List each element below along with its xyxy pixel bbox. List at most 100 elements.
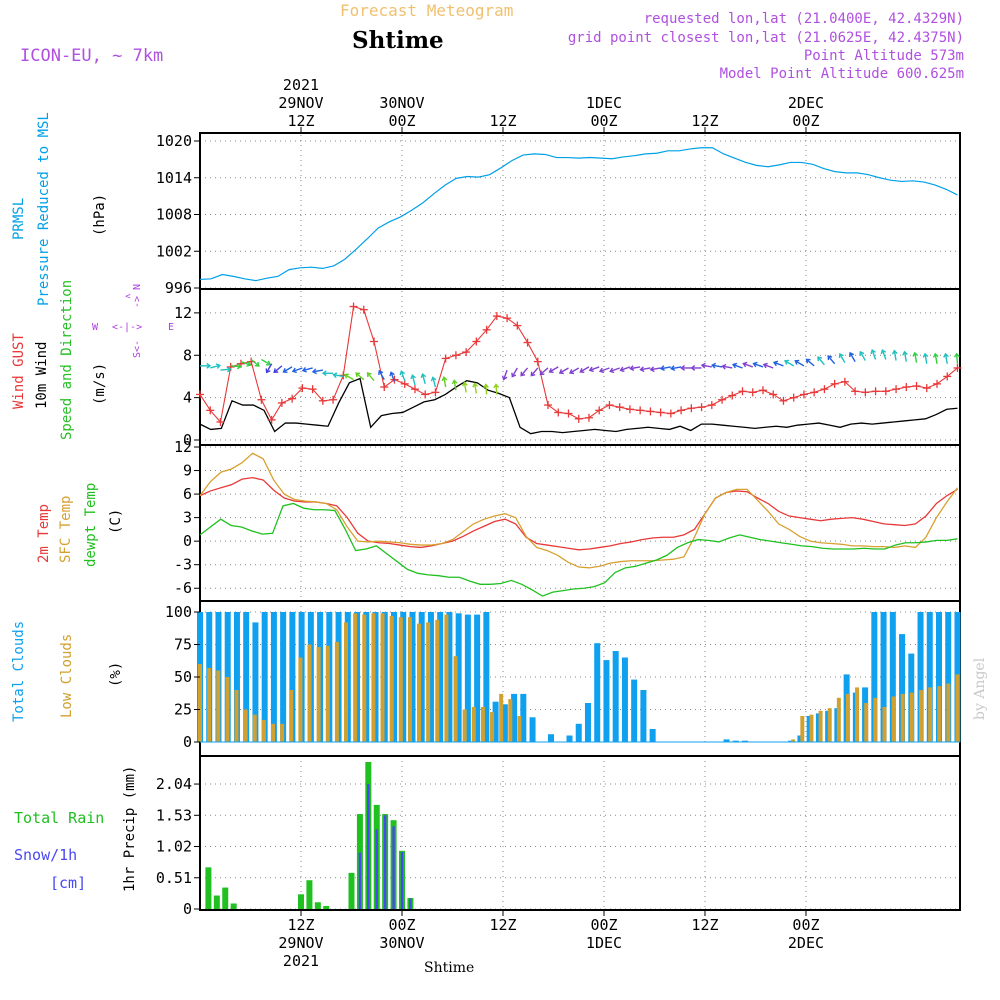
wind-arrow-shaft	[411, 375, 416, 386]
low-cloud-bar	[855, 687, 860, 742]
wind-arrow	[265, 363, 273, 374]
wind-arrow-head	[530, 371, 536, 377]
wind-arrow-head	[399, 370, 406, 376]
x-tick-label-bottom: 00Z	[388, 916, 415, 934]
gust-marker	[574, 414, 583, 423]
temp-line-dew	[199, 502, 958, 597]
wind-arrow-head	[332, 372, 338, 379]
wind-arrow-head	[639, 366, 645, 373]
pressure-line	[199, 147, 958, 282]
gust-marker	[779, 396, 788, 405]
gust-marker	[789, 393, 798, 402]
wind-arrow-shaft	[671, 366, 682, 370]
pressure-label-1: PRMSL	[11, 198, 27, 240]
total-cloud-bar	[390, 612, 397, 742]
wind-arrow-head	[609, 367, 615, 374]
wind-arrow-shaft	[273, 365, 283, 373]
gust-marker	[441, 354, 450, 363]
total-cloud-bar	[945, 612, 952, 742]
wind-arrow-shaft	[220, 368, 231, 371]
compass-center: <-|->	[112, 322, 142, 333]
total-cloud-bar	[483, 612, 490, 742]
y-tick-label: 12	[174, 438, 192, 456]
x-tick-label-top: 12Z	[691, 112, 718, 130]
wind-arrow-shaft	[520, 367, 529, 377]
x-tick-label-top: 12Z	[287, 112, 314, 130]
gust-marker	[861, 388, 870, 397]
compass-e: E	[168, 322, 174, 333]
wind-arrow	[680, 365, 692, 371]
wind-arrow	[343, 373, 354, 381]
wind-arrow	[410, 374, 416, 386]
wind-arrow-shaft	[732, 363, 743, 369]
wind-arrow	[520, 367, 529, 377]
temp-unit: (C)	[108, 509, 124, 534]
low-cloud-bar	[444, 614, 449, 742]
total-cloud-bar	[243, 612, 250, 742]
wind-arrow-head	[838, 352, 844, 359]
rain-label: Total Rain	[14, 809, 104, 827]
wind-arrow	[922, 352, 929, 364]
y-tick-label: 75	[174, 636, 192, 654]
y-tick-label: 1.02	[156, 838, 192, 856]
wind-arrow	[609, 367, 620, 374]
data-marks	[196, 147, 962, 909]
wind-arrow-head	[870, 348, 876, 355]
total-cloud-bar	[917, 612, 924, 742]
wind-arrow-head	[378, 369, 384, 376]
wind-arrow-head	[649, 366, 655, 373]
wind-arrow	[870, 348, 877, 360]
gust-marker	[390, 375, 399, 384]
wind-arrow-head	[762, 362, 768, 369]
wind-arrow-head	[311, 368, 317, 375]
low-cloud-bar	[891, 696, 896, 742]
total-cloud-bar	[621, 657, 628, 742]
y-tick-label: 9	[183, 462, 192, 480]
total-cloud-bar	[400, 612, 407, 742]
wind-arrow-shaft	[599, 367, 610, 373]
wind-arrow	[530, 367, 539, 377]
gust-label: Wind GUST	[11, 333, 27, 409]
gust-marker	[687, 404, 696, 413]
low-cloud-bar	[243, 709, 248, 742]
forecast-title: Forecast Meteogram	[340, 1, 513, 20]
wind-arrow	[902, 350, 908, 362]
wind-arrow-shaft	[495, 384, 498, 395]
low-cloud-bar	[280, 723, 285, 742]
total-cloud-bar	[474, 614, 481, 742]
wind-arrow-head	[254, 361, 260, 367]
gust-marker	[625, 405, 634, 414]
gust-marker	[216, 417, 225, 426]
x-tick-label-bottom: 12Z	[691, 916, 718, 934]
wind-arrow-head	[301, 367, 307, 373]
wind-arrow-head	[659, 365, 665, 372]
total-cloud-bar	[631, 679, 638, 742]
wind-arrow-shaft	[355, 372, 365, 381]
total-cloud-bar	[520, 693, 527, 742]
wind-arrow-shaft	[794, 360, 805, 367]
gust-marker	[380, 383, 389, 392]
gust-marker	[912, 381, 921, 390]
wind-arrow-shaft	[539, 367, 549, 375]
wind-arrow-shaft	[859, 351, 866, 361]
total-cloud-bar	[594, 643, 601, 742]
rain-bar	[213, 895, 220, 909]
wind-arrow-head	[848, 351, 855, 358]
low-cloud-bar	[362, 614, 367, 742]
gust-marker	[472, 337, 481, 346]
x-tick-label-top: 2DEC	[788, 94, 824, 112]
gust-marker	[554, 408, 563, 417]
total-cloud-bar	[233, 612, 240, 742]
y-tick-label: 1.53	[156, 806, 192, 824]
wind-arrow-head	[932, 352, 939, 358]
wind-arrow-head	[690, 365, 696, 371]
wind-arrow	[731, 362, 743, 369]
gust-marker	[451, 351, 460, 360]
wind-arrow-shaft	[893, 350, 897, 361]
total-cloud-bar	[732, 740, 739, 742]
wind-arrow	[588, 366, 600, 373]
wind-arrow-shaft	[530, 367, 539, 377]
wind-arrow-head	[943, 352, 949, 358]
x-tick-label-top: 12Z	[489, 112, 516, 130]
x-tick-label-bottom: 12Z	[489, 916, 516, 934]
